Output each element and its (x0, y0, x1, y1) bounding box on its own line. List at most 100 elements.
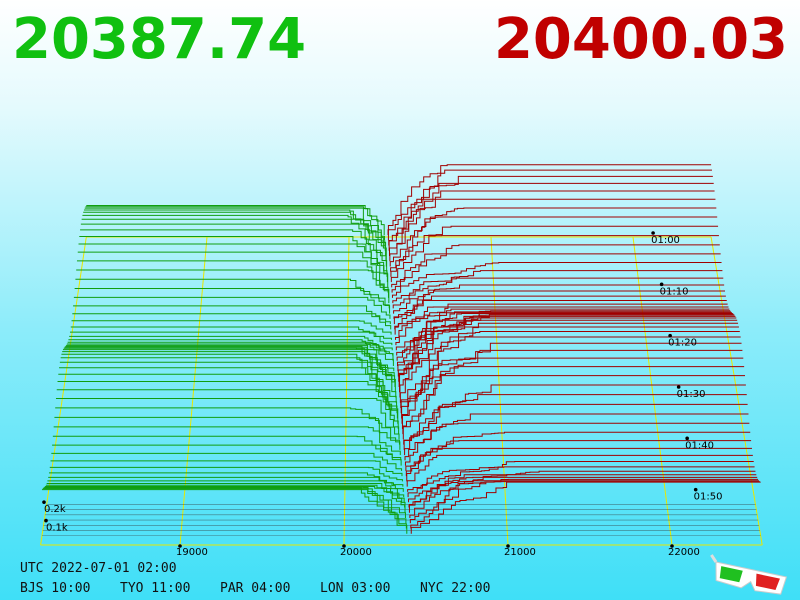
bid-depth-line (80, 229, 388, 277)
bid-depth-line (74, 287, 391, 314)
ask-depth-line (395, 306, 729, 340)
bid-depth-line (66, 343, 394, 367)
bid-depth-line (85, 206, 386, 241)
ask-depth-line (387, 164, 712, 235)
bid-depth-line (59, 367, 398, 419)
depth-dot (44, 518, 48, 523)
ask-depth-line (394, 300, 727, 330)
ask-depth-line (387, 169, 712, 241)
ask-depth-line (401, 357, 744, 429)
x-tick-label: 22000 (668, 547, 700, 558)
bid-depth-line (45, 485, 406, 513)
bid-depth-line (41, 489, 408, 534)
ask-depth-line (391, 262, 722, 298)
bid-depth-line (53, 426, 401, 456)
clock: TYO 11:00 (120, 581, 190, 596)
bid-depth-line (64, 346, 396, 382)
ask-depth-line (407, 466, 755, 498)
bid-depth-line (52, 444, 402, 466)
bid-depth-line (47, 480, 405, 498)
grid-line (343, 236, 350, 546)
ask-depth-line (404, 403, 748, 456)
time-tick-label: 01:40 (685, 440, 714, 451)
ask-depth-line (401, 342, 742, 419)
bid-depth-line (83, 211, 387, 256)
ask-depth-line (397, 314, 735, 377)
bid-depth-line (60, 357, 398, 408)
bid-depth-line (79, 235, 388, 283)
tick-dot (506, 544, 510, 548)
time-dot (668, 333, 672, 338)
ask-depth-line (400, 331, 740, 408)
ask-depth-line (391, 253, 721, 293)
x-tick-label: 20000 (340, 547, 372, 558)
bid-depth-line (80, 223, 388, 272)
ask-depth-line (402, 366, 745, 435)
ask-depth-line (388, 182, 714, 251)
utc-time: UTC 2022-07-01 02:00 (20, 561, 177, 576)
ask-depth-line (399, 319, 738, 393)
ask-depth-line (409, 478, 759, 519)
bid-depth-line (43, 487, 407, 524)
bid-depth-line (84, 207, 386, 246)
ask-depth-line (403, 394, 747, 450)
bid-depth-line (54, 416, 401, 450)
grid-left (40, 236, 87, 546)
ask-depth-line (389, 198, 716, 262)
clock: NYC 22:00 (420, 581, 490, 596)
ask-depth-line (396, 312, 732, 361)
bid-depth-line (81, 218, 387, 267)
ask-depth-line (390, 216, 718, 272)
grid-line (490, 236, 509, 546)
time-tick-label: 01:20 (668, 338, 697, 349)
time-dot (693, 487, 698, 492)
time-dot (685, 436, 689, 441)
ask-depth-line (391, 244, 720, 288)
bid-depth-line (45, 484, 406, 508)
ask-depth-line (394, 303, 728, 335)
ask-depth-line (406, 447, 752, 482)
3d-glasses-icon (710, 554, 788, 595)
bid-depth-line (44, 486, 406, 519)
bid-depth-line (49, 466, 403, 482)
depth-tick-label: 0.2k (44, 504, 66, 515)
depth-dot (42, 500, 46, 504)
ask-depth-line (398, 317, 737, 388)
clock: LON 03:00 (320, 581, 390, 596)
bid-depth-line (61, 353, 397, 403)
ask-depth-line (392, 277, 724, 309)
bid-depth-line (67, 341, 394, 361)
tick-dot (178, 544, 182, 548)
ask-depth-line (404, 422, 750, 466)
time-tick-label: 01:10 (660, 286, 689, 297)
bid-depth-line (62, 351, 397, 398)
ask-depth-line (405, 431, 751, 471)
bid-depth-line (55, 398, 400, 440)
bid-depth-line (78, 243, 389, 288)
bid-depth-line (42, 488, 407, 529)
tick-dot (670, 544, 674, 548)
bid-depth-line (76, 269, 390, 304)
grid-line (632, 236, 673, 546)
ask-depth-line (397, 313, 734, 372)
time-dot (659, 282, 664, 287)
ask-depth-line (408, 476, 758, 513)
ask-depth-line (399, 322, 739, 398)
time-dot (651, 231, 655, 235)
ask-depth-line (395, 308, 730, 346)
bid-depth-line (51, 452, 403, 471)
ask-depth-line (408, 474, 757, 508)
ask-depth-line (410, 481, 761, 534)
ask-depth-line (395, 310, 731, 351)
bid-depth-line (55, 407, 400, 445)
bid-depth-line (73, 296, 391, 319)
ask-depth-line (396, 311, 732, 356)
bid-depth-line (77, 251, 389, 293)
bid-depth-line (76, 260, 389, 298)
depth-tick-label: 0.1k (46, 523, 68, 534)
clock: PAR 04:00 (220, 581, 290, 596)
bid-depth-line (71, 320, 392, 335)
time-tick-label: 01:00 (651, 235, 680, 246)
bid-depth-line (48, 476, 404, 492)
